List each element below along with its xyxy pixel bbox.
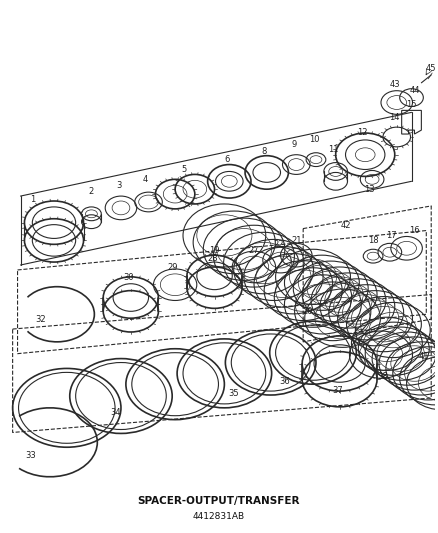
Text: 19: 19 xyxy=(209,246,219,255)
Text: 5: 5 xyxy=(181,165,186,174)
Text: SPACER-OUTPUT/TRANSFER: SPACER-OUTPUT/TRANSFER xyxy=(138,496,300,506)
Text: 37: 37 xyxy=(332,385,342,394)
Text: 3: 3 xyxy=(116,181,121,190)
Text: 16: 16 xyxy=(408,226,419,235)
Text: 6: 6 xyxy=(224,155,230,164)
Text: 22: 22 xyxy=(273,240,283,249)
Text: 10: 10 xyxy=(308,135,318,144)
Text: 30: 30 xyxy=(123,273,134,282)
Text: 34: 34 xyxy=(110,408,121,417)
Text: 29: 29 xyxy=(166,263,177,272)
Text: 45: 45 xyxy=(425,63,435,72)
Text: 43: 43 xyxy=(389,80,399,90)
Text: 44: 44 xyxy=(408,86,419,95)
Text: 33: 33 xyxy=(25,450,35,459)
Text: 13: 13 xyxy=(363,185,374,193)
Text: 11: 11 xyxy=(328,146,338,154)
Text: 12: 12 xyxy=(356,127,367,136)
Text: 4: 4 xyxy=(143,175,148,184)
Text: 14: 14 xyxy=(389,113,399,122)
Text: 35: 35 xyxy=(227,389,238,398)
Text: 1: 1 xyxy=(30,195,35,204)
Text: 21: 21 xyxy=(290,236,301,245)
Text: 41: 41 xyxy=(418,352,429,361)
Text: 32: 32 xyxy=(35,314,46,324)
Text: 20: 20 xyxy=(302,307,313,316)
Text: 8: 8 xyxy=(261,147,266,156)
Text: 27: 27 xyxy=(248,246,259,255)
Text: 15: 15 xyxy=(405,100,416,109)
Text: 36: 36 xyxy=(279,377,289,386)
Text: 4412831AB: 4412831AB xyxy=(192,512,244,521)
Text: 9: 9 xyxy=(291,140,296,149)
Text: 18: 18 xyxy=(367,236,378,245)
Text: 42: 42 xyxy=(339,221,350,230)
Text: 38: 38 xyxy=(377,372,388,381)
Text: 17: 17 xyxy=(385,231,396,240)
Text: 2: 2 xyxy=(88,187,94,196)
Text: 28: 28 xyxy=(207,254,217,263)
